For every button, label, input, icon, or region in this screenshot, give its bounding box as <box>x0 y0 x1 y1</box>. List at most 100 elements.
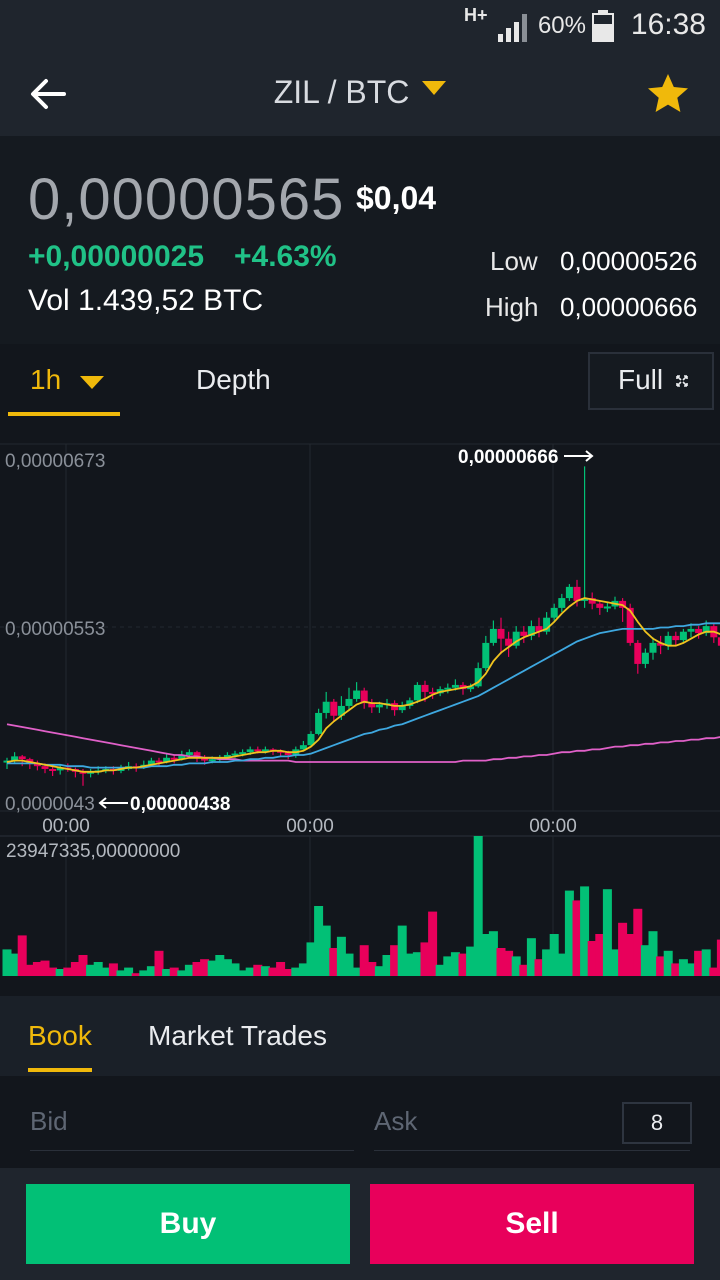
volume-bar <box>694 950 704 976</box>
candle-body <box>679 631 687 641</box>
volume-bar <box>481 934 491 976</box>
candle-body <box>657 642 665 646</box>
volume-bar <box>466 946 476 976</box>
candle-body <box>543 617 551 632</box>
volume-bar <box>329 948 339 976</box>
candle-body <box>246 749 254 753</box>
y-tick-label: 0,0000043 <box>5 794 95 815</box>
volume-bar <box>640 945 650 976</box>
volume-bar <box>625 934 635 976</box>
volume-bar <box>207 960 217 976</box>
candle-body <box>79 771 87 774</box>
high-annotation: 0,00000666 <box>458 447 558 468</box>
tab-book[interactable]: Book <box>28 1020 92 1051</box>
pair-selector[interactable]: ZIL / BTC <box>0 74 720 111</box>
candles <box>3 466 720 786</box>
volume-bar <box>131 973 141 976</box>
candle-body <box>231 753 239 756</box>
buy-button[interactable]: Buy <box>26 1184 350 1264</box>
candle-body <box>421 684 429 692</box>
volume-bar <box>245 967 255 976</box>
candle-body <box>588 598 596 604</box>
volume-bar <box>291 967 301 976</box>
volume-bar <box>359 945 369 976</box>
x-tick-label: 00:00 <box>42 816 90 837</box>
candle-body <box>277 750 285 753</box>
volume-bar <box>154 950 164 976</box>
volume-bar <box>450 952 460 976</box>
volume-bar <box>200 959 210 976</box>
price-change: +0,00000025 <box>28 240 205 273</box>
depth-selector[interactable]: 8 <box>622 1102 692 1144</box>
candle-body <box>163 757 171 762</box>
volume-bar <box>63 967 73 976</box>
tab-interval[interactable]: 1h <box>8 344 120 416</box>
volume-bar <box>192 962 202 976</box>
volume-bar <box>542 949 552 976</box>
high-annotation-arrow <box>564 450 594 462</box>
candle-body <box>284 752 292 755</box>
volume-bar <box>504 950 514 976</box>
volume-bar <box>678 959 688 976</box>
volume-bar <box>663 950 673 976</box>
candle-body <box>315 712 323 734</box>
volume-bar <box>526 938 536 976</box>
volume-bar <box>519 964 529 976</box>
volume-bar <box>405 953 415 976</box>
candle-body <box>41 766 49 769</box>
volume-bar <box>671 963 681 976</box>
candle-body <box>49 768 57 771</box>
pair-title: ZIL / BTC <box>273 74 410 110</box>
sell-button[interactable]: Sell <box>370 1184 694 1264</box>
ma99-line <box>6 723 720 763</box>
candle-body <box>398 705 406 711</box>
candle-body <box>512 631 520 646</box>
volume-bar <box>458 953 468 976</box>
full-screen-button[interactable]: Full <box>588 352 714 410</box>
candle-body <box>527 626 535 636</box>
candle-body <box>596 603 604 608</box>
candle-body <box>413 684 421 701</box>
candle-body <box>626 607 634 643</box>
volume-bar <box>222 959 232 976</box>
candle-body <box>558 598 566 608</box>
tab-depth[interactable]: Depth <box>196 364 271 395</box>
high-label: High <box>485 292 539 322</box>
volume: Vol 1.439,52 BTC <box>28 284 264 317</box>
volume-bar <box>412 952 422 976</box>
candle-body <box>261 749 269 752</box>
action-bar: Buy Sell <box>0 1168 720 1280</box>
battery-icon <box>592 10 614 42</box>
ask-column-header: Ask <box>374 1106 418 1136</box>
chart-grid <box>0 443 720 976</box>
volume-bar <box>116 970 126 976</box>
volume-bar <box>55 969 65 976</box>
tab-market-trades[interactable]: Market Trades <box>148 1020 327 1051</box>
volume-bar <box>108 963 118 976</box>
volume-bar <box>549 934 559 976</box>
clock: 16:38 <box>630 8 706 41</box>
volume-bar <box>17 935 27 976</box>
candle-body <box>368 703 376 708</box>
tab-indicator <box>28 1068 92 1072</box>
volume-bar <box>352 967 362 976</box>
status-bar: H+ 60% 16:38 <box>0 0 720 52</box>
signal-icon <box>498 14 527 42</box>
candle-body <box>581 598 589 601</box>
volume-bar <box>716 939 720 976</box>
volume-bar <box>618 922 628 976</box>
volume-bar <box>184 964 194 976</box>
star-icon[interactable] <box>646 72 690 114</box>
candle-body <box>18 756 26 760</box>
volume-bar <box>238 970 248 976</box>
candle-body <box>565 586 573 599</box>
volume-bar <box>321 925 331 976</box>
y-tick-label: 0,00000673 <box>5 451 105 472</box>
expand-icon <box>676 375 688 387</box>
volume-bar <box>276 962 286 976</box>
low-annotation-arrow <box>98 797 128 809</box>
arrow-left-icon[interactable] <box>28 76 68 112</box>
candle-body <box>345 698 353 706</box>
candlestick-chart[interactable]: 0,00000673 0,00000553 0,0000043 00:00 00… <box>0 416 720 976</box>
candle-body <box>254 749 262 752</box>
